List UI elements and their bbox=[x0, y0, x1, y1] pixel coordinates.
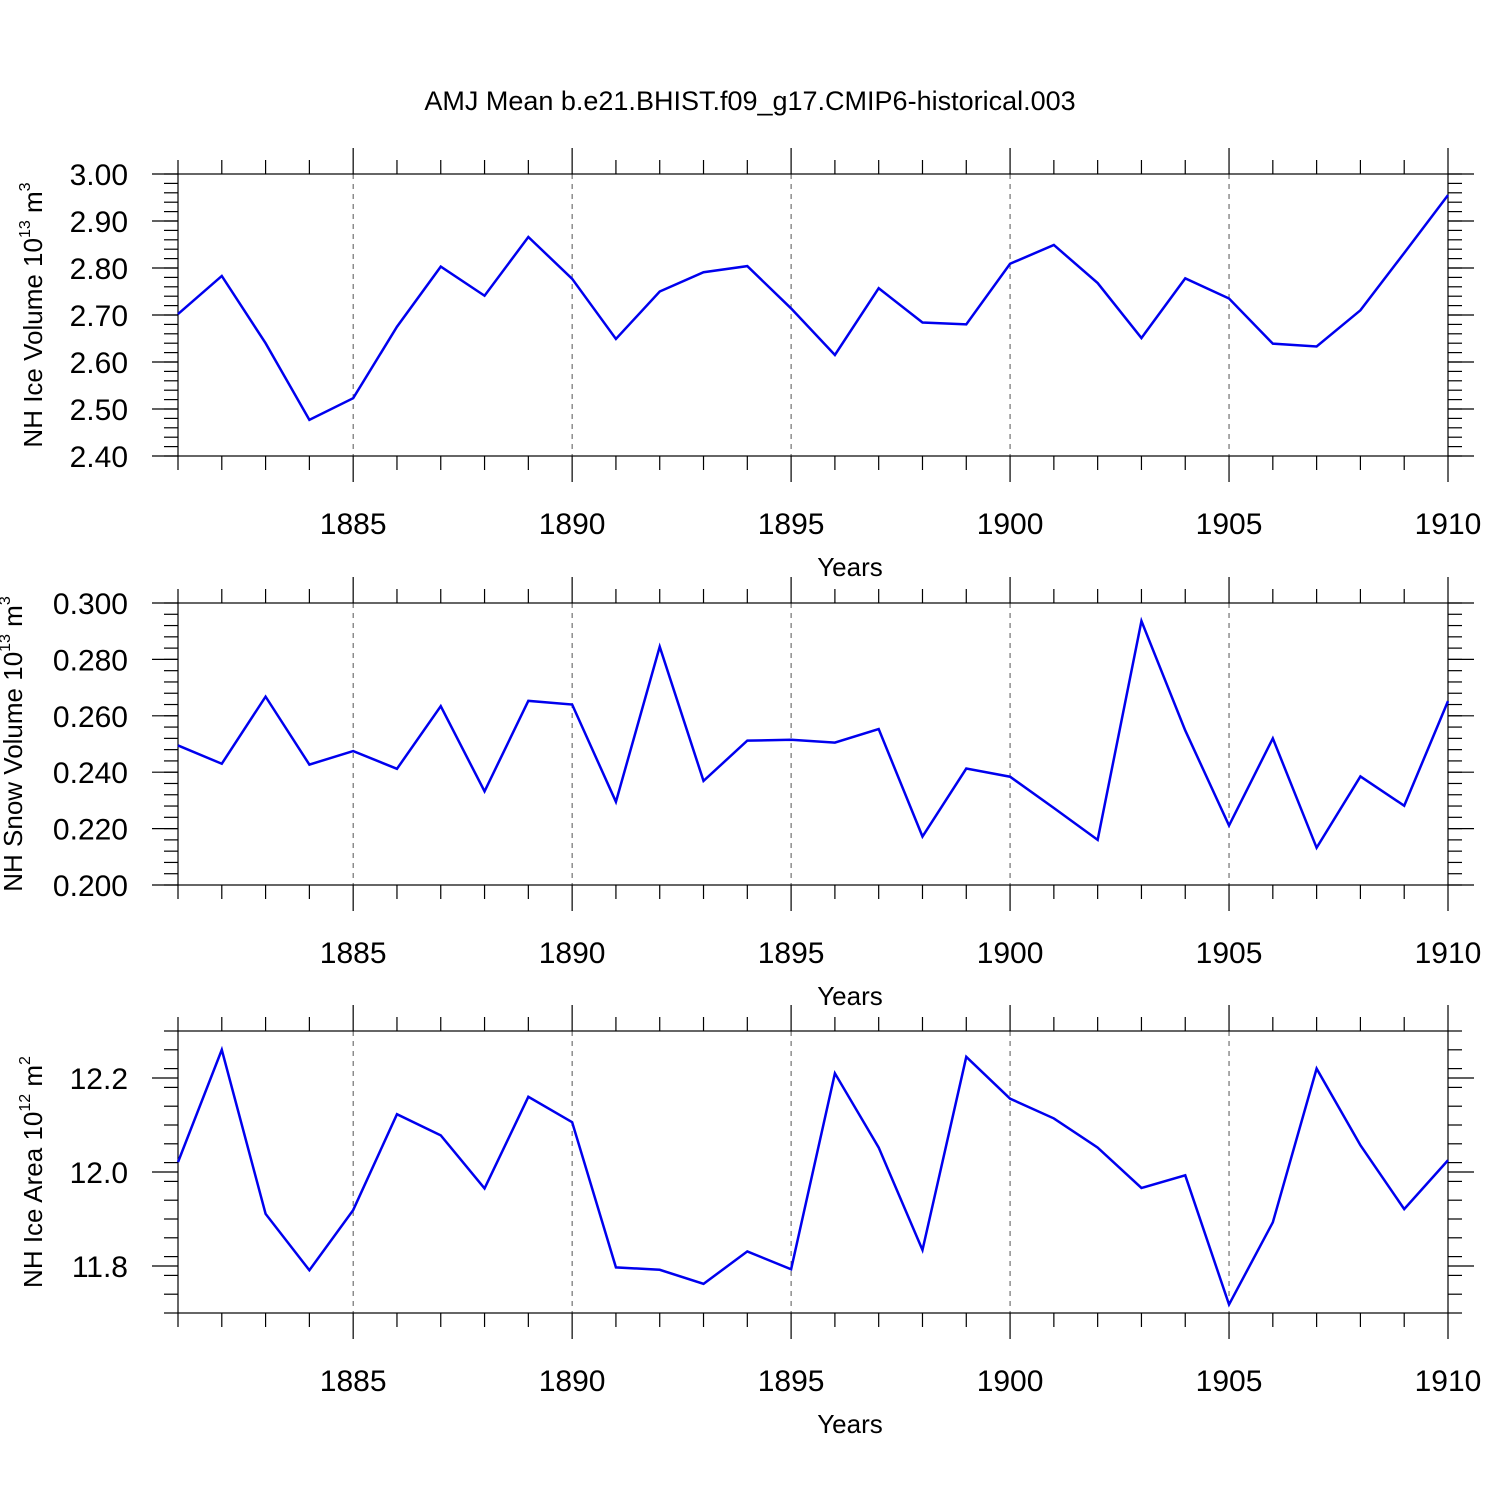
y-tick-label: 11.8 bbox=[72, 1251, 128, 1284]
y-axis-label-exponent: 12 bbox=[17, 1094, 34, 1112]
y-tick-label: 2.40 bbox=[70, 441, 128, 474]
y-tick-label: 0.200 bbox=[53, 870, 128, 903]
x-tick-label: 1900 bbox=[977, 937, 1044, 970]
x-tick-label: 1890 bbox=[539, 1365, 606, 1398]
y-axis-label-main: NH Ice Area 10 bbox=[18, 1112, 48, 1288]
x-tick-label: 1895 bbox=[758, 508, 825, 541]
x-tick-label: 1885 bbox=[320, 937, 387, 970]
plot-frame bbox=[177, 173, 1449, 457]
y-tick-label: 2.70 bbox=[70, 300, 128, 333]
x-tick-label: 1895 bbox=[758, 937, 825, 970]
panel-3: 1885 1890 1895 1900 1905 1910 Years 11.8 12.0 12.… bbox=[17, 1005, 1481, 1439]
y-axis-label-unit-exponent: 2 bbox=[17, 1056, 34, 1065]
y-axis-label-main: NH Snow Volume 10 bbox=[0, 652, 28, 892]
x-tick-label: 1900 bbox=[977, 1365, 1044, 1398]
y-tick-label: 0.280 bbox=[53, 644, 128, 677]
y-tick-label: 2.50 bbox=[70, 394, 128, 427]
y-axis-label-unit-exponent: 3 bbox=[0, 596, 14, 605]
x-tick-label: 1890 bbox=[539, 937, 606, 970]
x-axis-label: Years bbox=[817, 1409, 883, 1439]
series-line bbox=[176, 1045, 1449, 1308]
y-axis-label-exponent: 13 bbox=[17, 220, 34, 238]
x-tick-label: 1910 bbox=[1415, 1365, 1482, 1398]
x-tick-label: 1890 bbox=[539, 508, 606, 541]
y-tick-label: 3.00 bbox=[70, 159, 128, 192]
y-axis-label: NH Snow Volume 1013 m3 bbox=[0, 596, 28, 892]
y-axis-label-unit-exponent: 3 bbox=[17, 182, 34, 191]
y-tick-label: 0.240 bbox=[53, 757, 128, 790]
x-axis-label: Years bbox=[817, 981, 883, 1011]
x-tick-label: 1910 bbox=[1415, 937, 1482, 970]
y-tick-label: 12.2 bbox=[70, 1063, 128, 1096]
x-tick-label: 1885 bbox=[320, 1365, 387, 1398]
x-axis-label: Years bbox=[817, 552, 883, 582]
x-tick-label: 1905 bbox=[1196, 508, 1263, 541]
y-axis-label-exponent: 13 bbox=[0, 634, 14, 652]
x-tick-label: 1895 bbox=[758, 1365, 825, 1398]
y-tick-label: 12.0 bbox=[70, 1157, 128, 1190]
y-axis-label-main: NH Ice Volume 10 bbox=[18, 238, 48, 448]
x-tick-label: 1905 bbox=[1196, 1365, 1263, 1398]
y-tick-label: 2.90 bbox=[70, 206, 128, 239]
y-tick-label: 2.80 bbox=[70, 253, 128, 286]
y-tick-label: 0.300 bbox=[53, 588, 128, 621]
x-tick-label: 1910 bbox=[1415, 508, 1482, 541]
panel-1: 1885 1890 1895 1900 1905 1910 Years 2.40 2.50 2.6… bbox=[17, 148, 1481, 582]
panel-2: 1885 1890 1895 1900 1905 1910 Years 0.200 0.220 0… bbox=[0, 577, 1481, 1011]
y-axis-label: NH Ice Area 1012 m2 bbox=[17, 1056, 48, 1288]
x-tick-label: 1905 bbox=[1196, 937, 1263, 970]
y-axis-label-unit: m bbox=[18, 1065, 48, 1094]
series-line bbox=[177, 194, 1449, 422]
y-tick-label: 0.260 bbox=[53, 701, 128, 734]
plot-frame bbox=[177, 602, 1449, 886]
y-axis-label: NH Ice Volume 1013 m3 bbox=[17, 182, 48, 447]
panels: 1885 1890 1895 1900 1905 1910 Years 2.40 2.50 2.6… bbox=[0, 148, 1481, 1439]
chart-title: AMJ Mean b.e21.BHIST.f09_g17.CMIP6-histo… bbox=[424, 86, 1075, 116]
y-tick-label: 2.60 bbox=[70, 347, 128, 380]
y-tick-label: 0.220 bbox=[53, 814, 128, 847]
series-line bbox=[177, 616, 1450, 851]
y-axis-label-unit: m bbox=[0, 605, 28, 634]
x-tick-label: 1900 bbox=[977, 508, 1044, 541]
y-axis-label-unit: m bbox=[18, 191, 48, 220]
x-tick-label: 1885 bbox=[320, 508, 387, 541]
